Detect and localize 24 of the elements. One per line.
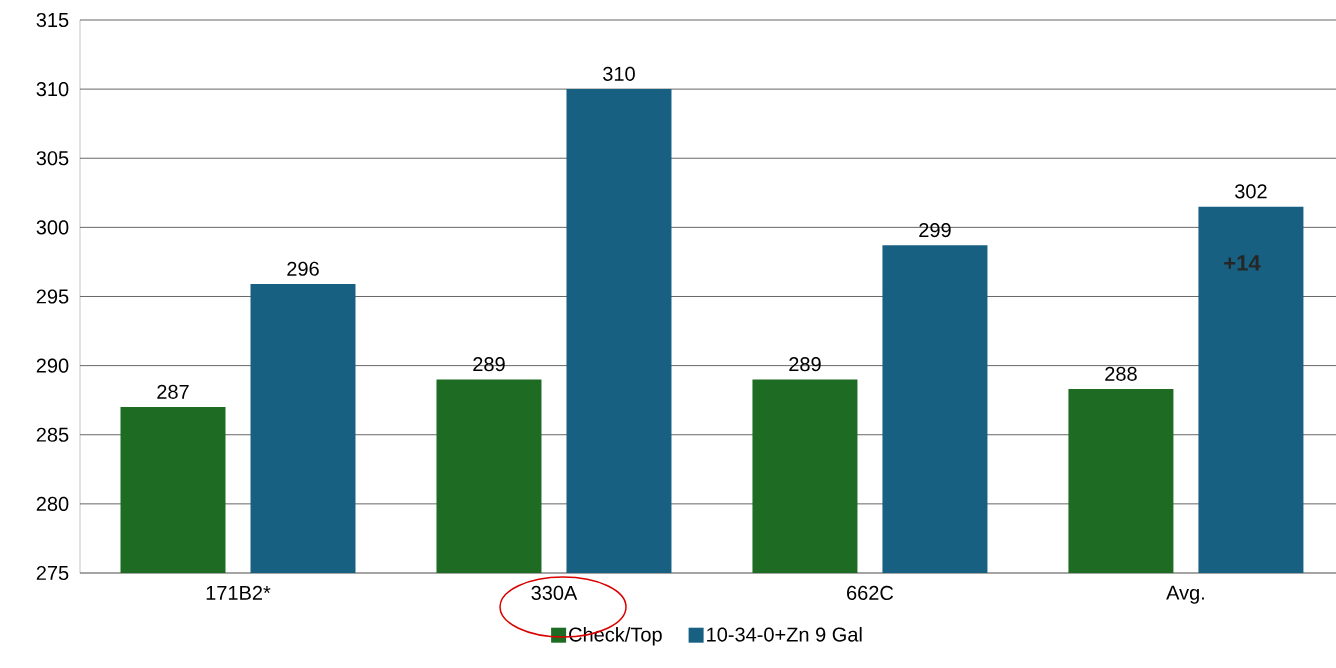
data-label: 288 [1105, 366, 1137, 381]
x-tick-label: 662C [847, 585, 894, 601]
data-label: 287 [157, 384, 189, 399]
data-label: 296 [287, 261, 319, 276]
data-label: 289 [473, 357, 505, 372]
data-label: 289 [789, 357, 821, 372]
x-tick-label: Avg. [1166, 585, 1204, 604]
annotation: +14 [1224, 255, 1261, 271]
y-tick-label: 275 [36, 565, 69, 581]
x-tick-label: 330A [531, 585, 578, 601]
y-tick-label: 285 [36, 427, 69, 442]
data-label: 310 [603, 66, 635, 81]
data-label: 302 [1235, 184, 1267, 199]
y-tick-label: 300 [36, 220, 69, 235]
data-label: 299 [919, 222, 951, 238]
y-tick-label: 295 [36, 289, 69, 304]
y-tick-label: 280 [36, 496, 69, 511]
y-tick-label: 310 [36, 82, 69, 97]
legend-label: Check/Top [569, 626, 662, 646]
y-tick-label: 290 [36, 358, 69, 373]
y-tick-label: 305 [36, 151, 69, 166]
x-tick-label: 171B2* [206, 585, 271, 600]
y-tick-label: 315 [36, 12, 69, 28]
legend-label: 10-34-0+Zn 9 Gal [707, 626, 862, 642]
